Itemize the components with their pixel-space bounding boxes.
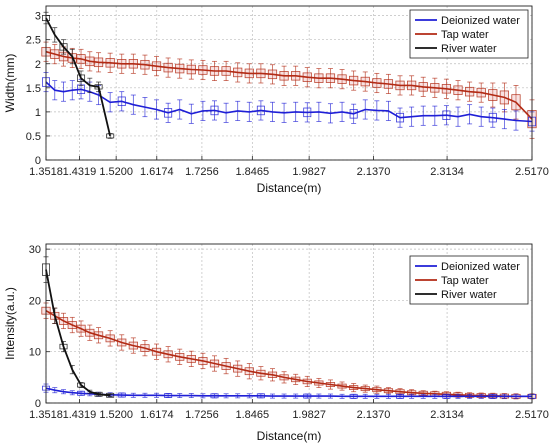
intensity-legend-label-tap: Tap water	[441, 275, 489, 287]
width-x-tick-label-6: 1.9827	[292, 166, 326, 178]
intensity-x-tick-label-2: 1.5200	[99, 409, 133, 421]
intensity-marks	[41, 256, 537, 400]
width-series-tap	[41, 41, 537, 139]
intensity-chart: 1.3518 1.4319 1.5200 1.6174 1.7256 1.8465 1.98…	[3, 243, 549, 443]
width-x-tick-label-3: 1.6174	[140, 166, 174, 178]
intensity-y-tick-label-2: 20	[29, 295, 41, 307]
intensity-x-tick-label-3: 1.6174	[140, 409, 174, 421]
intensity-river-line	[45, 269, 111, 397]
width-y-tick-label-0: 0	[35, 155, 41, 167]
intensity-x-tick-label-0: 1.3518	[29, 409, 63, 421]
width-x-tick-label-2: 1.5200	[99, 166, 133, 178]
intensity-plot-frame	[45, 243, 533, 404]
intensity-x-ticks: 1.3518 1.4319 1.5200 1.6174 1.7256 1.8465 1.98…	[29, 399, 549, 421]
width-x-axis-label: Distance(m)	[257, 181, 322, 195]
intensity-legend-label-river: River water	[441, 289, 497, 301]
intensity-series-deionized	[42, 383, 537, 399]
intensity-x-tick-label-1: 1.4319	[63, 409, 97, 421]
intensity-x-tick-label-4: 1.7256	[185, 409, 219, 421]
width-tap-line	[45, 50, 533, 120]
intensity-y-tick-label-1: 10	[29, 347, 41, 359]
intensity-x-tick-label-7: 2.1370	[357, 409, 391, 421]
width-legend-label-river: River water	[441, 43, 497, 55]
width-y-tick-label-2: 1	[35, 107, 41, 119]
width-deionized-line	[45, 81, 533, 123]
intensity-x-axis-label: Distance(m)	[257, 429, 322, 443]
width-x-ticks: 1.3518 1.4319 1.5200 1.6174 1.7256 1.8465 1.98…	[29, 156, 549, 178]
width-x-tick-label-5: 1.8465	[236, 166, 270, 178]
width-river-line	[45, 17, 111, 137]
width-chart: 1.3518 1.4319 1.5200 1.6174 1.7256 1.8465 1.98…	[3, 5, 549, 195]
width-river-box-2	[59, 43, 68, 51]
intensity-y-ticks: 0 10 20 30	[29, 244, 50, 410]
width-y-tick-label-1: 0.5	[26, 131, 41, 143]
intensity-x-tick-label-5: 1.8465	[236, 409, 270, 421]
width-x-tick-label-1: 1.4319	[63, 166, 97, 178]
width-marks	[41, 11, 537, 139]
width-y-tick-label-6: 3	[35, 11, 41, 23]
width-deionized-box-12	[164, 108, 173, 118]
intensity-deionized-line	[45, 387, 532, 398]
width-x-tick-label-8: 2.3134	[430, 166, 464, 178]
width-plot-frame	[45, 5, 533, 161]
width-series-river	[42, 11, 115, 139]
width-x-tick-label-4: 1.7256	[185, 166, 219, 178]
width-legend-label-tap: Tap water	[441, 29, 489, 41]
width-y-ticks: 0 0.5 1 1.5 2 2.5 3	[26, 11, 50, 167]
width-y-tick-label-4: 2	[35, 59, 41, 71]
intensity-legend: Deionized water Tap water River water	[409, 255, 529, 305]
intensity-y-tick-label-3: 30	[29, 244, 41, 256]
intensity-y-axis-label: Intensity(a.u.)	[3, 287, 17, 360]
intensity-x-tick-label-6: 1.9827	[292, 409, 326, 421]
intensity-x-tick-label-9: 2.5170	[515, 409, 549, 421]
intensity-y-tick-label-0: 0	[35, 398, 41, 410]
width-x-tick-label-0: 1.3518	[29, 166, 63, 178]
width-legend-label-deionized: Deionized water	[441, 15, 520, 27]
width-y-axis-label: Width(mm)	[3, 54, 17, 113]
intensity-river-box-4	[77, 382, 86, 388]
intensity-legend-label-deionized: Deionized water	[441, 261, 520, 273]
width-legend: Deionized water Tap water River water	[409, 9, 529, 59]
width-x-tick-label-9: 2.5170	[515, 166, 549, 178]
intensity-x-tick-label-8: 2.3134	[430, 409, 464, 421]
width-river-box-4	[77, 74, 86, 82]
width-x-tick-label-7: 2.1370	[357, 166, 391, 178]
width-y-tick-label-5: 2.5	[26, 35, 41, 47]
width-y-tick-label-3: 1.5	[26, 83, 41, 95]
